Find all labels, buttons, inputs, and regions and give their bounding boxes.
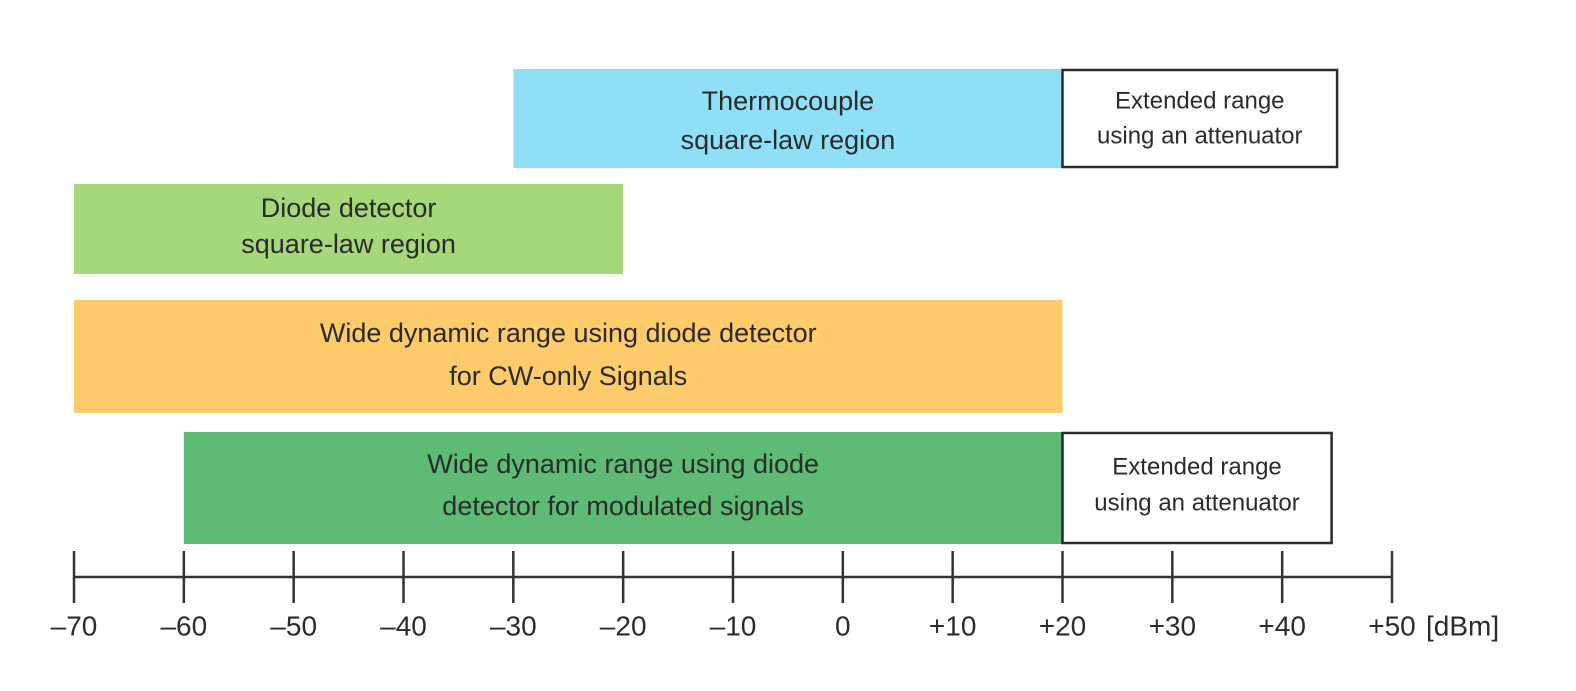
- dbm-axis: –70 –60 –50 –40 –30 –20 –10 0 +10 +20 +30 +40 +50 [dB…: [51, 551, 1499, 641]
- extended-range-box: Extended range using an attenuator: [1061, 431, 1333, 545]
- bar-label-line: Diode detector: [261, 193, 437, 223]
- range-bar-thermocouple: Thermocouple square-law region Extended ra…: [513, 68, 1339, 169]
- extended-range-label-line: Extended range: [1115, 87, 1284, 114]
- bar-fill: [74, 184, 624, 274]
- axis-unit-label: [dBm]: [1426, 610, 1499, 641]
- bar-label-line: square-law region: [681, 125, 896, 155]
- tick-label: –10: [710, 610, 757, 641]
- bar-fill: [183, 432, 1063, 544]
- extended-range-outline: [1061, 431, 1333, 545]
- range-bar-cw-only: Wide dynamic range using diode detector f…: [74, 300, 1063, 413]
- tick-label: –50: [270, 610, 317, 641]
- tick-label: +30: [1149, 610, 1197, 641]
- tick-label: +10: [929, 610, 977, 641]
- tick-label: +40: [1258, 610, 1306, 641]
- bar-label-line: detector for modulated signals: [442, 491, 804, 521]
- bar-label-line: square-law region: [241, 229, 456, 259]
- tick-label: –20: [600, 610, 647, 641]
- extended-range-label-line: using an attenuator: [1097, 122, 1303, 149]
- tick-label: 0: [835, 610, 851, 641]
- tick-label: –40: [380, 610, 427, 641]
- extended-range-label-line: Extended range: [1112, 453, 1281, 480]
- bar-label-line: for CW-only Signals: [449, 361, 687, 391]
- extended-range-outline: [1061, 68, 1339, 169]
- tick-label: –60: [160, 610, 207, 641]
- bar-label-line: Wide dynamic range using diode detector: [320, 318, 817, 348]
- tick-label: +50: [1368, 610, 1416, 641]
- tick-label: +20: [1039, 610, 1087, 641]
- extended-range-box: Extended range using an attenuator: [1061, 68, 1339, 169]
- bar-fill: [513, 69, 1063, 168]
- range-bar-modulated: Wide dynamic range using diode detector f…: [183, 431, 1333, 545]
- tick-label: –30: [490, 610, 537, 641]
- tick-label: –70: [51, 610, 98, 641]
- bar-label-line: Thermocouple: [702, 86, 875, 116]
- range-bars: Thermocouple square-law region Extended ra…: [74, 68, 1339, 545]
- range-bar-diode-square-law: Diode detector square-law region: [74, 184, 624, 274]
- bar-label-line: Wide dynamic range using diode: [427, 449, 819, 479]
- bar-fill: [74, 300, 1063, 413]
- extended-range-label-line: using an attenuator: [1094, 489, 1300, 516]
